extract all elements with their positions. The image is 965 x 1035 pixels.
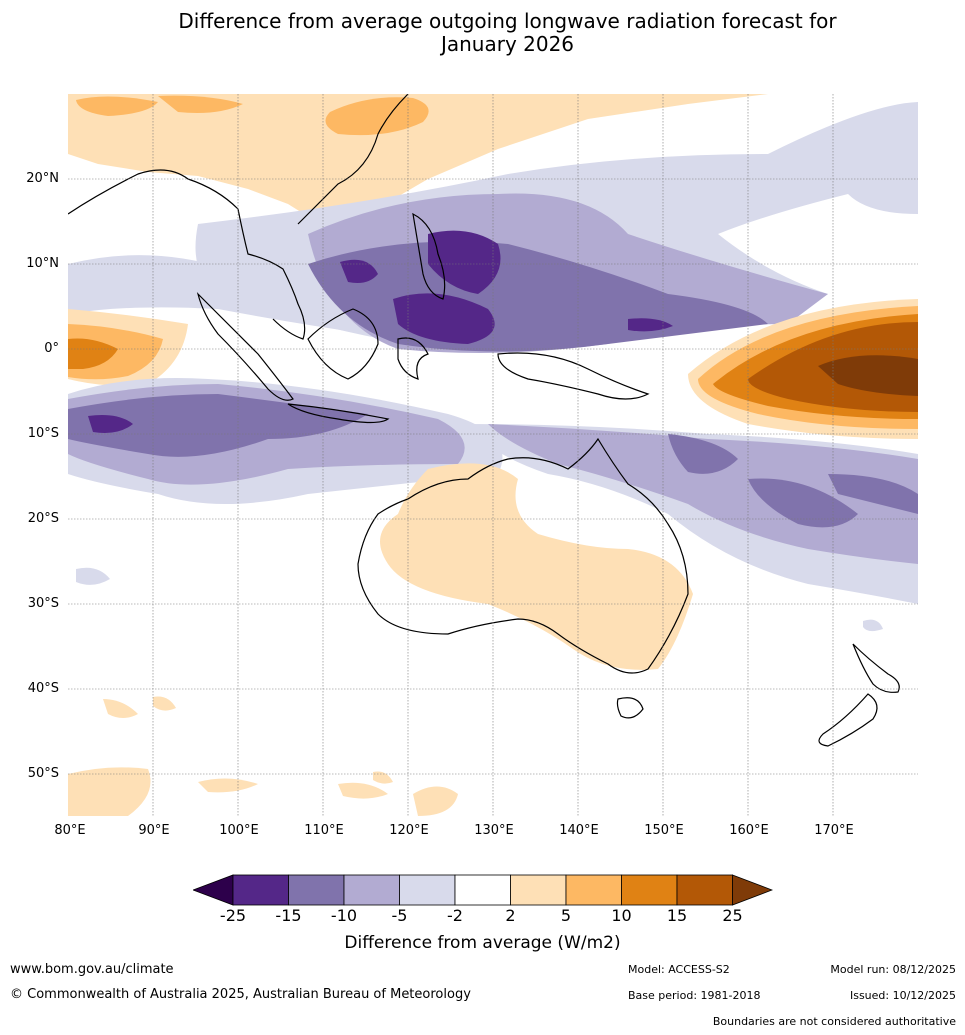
colorbar-tick-label: 5 <box>560 906 572 925</box>
anomaly-pos-2-5-south-6 <box>373 771 393 784</box>
lon-label-90e: 90°E <box>138 823 170 838</box>
lat-label-20n: 20°N <box>26 171 59 186</box>
anomaly-pos-2-5-south-1 <box>103 699 138 718</box>
anomaly-pos-2-5-south-4 <box>198 778 258 793</box>
anomaly-pos-2-5-south-5 <box>338 782 388 799</box>
lon-label-160e: 160°E <box>729 823 769 838</box>
anomaly-neg-10-15-coral-sea <box>668 434 738 474</box>
lat-label-10n: 10°N <box>26 256 59 271</box>
boundary-disclaimer: Boundaries are not considered authoritat… <box>712 1015 956 1028</box>
model-name: Model: ACCESS-S2 <box>628 963 730 976</box>
coastline-new-guinea <box>497 352 650 400</box>
coastline-tasmania <box>616 697 644 719</box>
lon-label-150e: 150°E <box>644 823 684 838</box>
coastline-philippines <box>412 212 446 300</box>
colorbar-extend-high <box>732 874 773 906</box>
coastline-sulawesi <box>397 337 429 380</box>
anomaly-neg-2-5-south-1 <box>76 567 110 585</box>
coastline-java <box>287 403 390 424</box>
lat-label-30s: 30°S <box>27 596 59 611</box>
bom-url-link[interactable]: www.bom.gov.au/climate <box>10 962 174 977</box>
anomaly-pos-5-10-tibet <box>158 95 243 113</box>
lat-label-10s: 10°S <box>27 426 59 441</box>
colorbar-tick-label: -2 <box>447 906 463 925</box>
model-run-date: Model run: 08/12/2025 <box>830 963 956 976</box>
anomaly-pos-2-5-asia <box>68 94 768 229</box>
olr-anomaly-map <box>68 94 918 816</box>
colorbar-swatch-6 <box>510 874 567 906</box>
lon-label-100e: 100°E <box>219 823 259 838</box>
lon-label-170e: 170°E <box>814 823 854 838</box>
lat-label-20s: 20°S <box>27 511 59 526</box>
title-line-1: Difference from average outgoing longwav… <box>178 9 837 33</box>
lat-label-0: 0° <box>44 341 59 356</box>
lat-label-40s: 40°S <box>27 681 59 696</box>
anomaly-neg-2-5-south-2 <box>863 619 883 632</box>
map-title: Difference from average outgoing longwav… <box>0 10 965 56</box>
anomaly-neg-15-25-south-indian <box>88 415 133 433</box>
colorbar-swatch-4 <box>399 874 456 906</box>
anomaly-neg-15-25-celebes <box>393 293 495 344</box>
anomaly-neg-15-25-philippines <box>428 230 501 294</box>
colorbar-swatch-9 <box>676 874 733 906</box>
anomaly-pos-2-5-south-2 <box>153 696 176 711</box>
colorbar-swatch-7 <box>565 874 622 906</box>
colorbar-tick-label: 10 <box>611 906 632 925</box>
lon-label-80e: 80°E <box>54 823 86 838</box>
colorbar-swatch-8 <box>621 874 678 906</box>
lon-label-130e: 130°E <box>474 823 514 838</box>
coastline-nz-south <box>818 693 878 747</box>
colorbar-swatch-1 <box>232 874 289 906</box>
anomaly-neg-15-25-pacific-small <box>628 318 673 332</box>
anomaly-pos-5-10-china <box>325 97 429 136</box>
anomaly-pos-2-5-south-7 <box>413 786 458 816</box>
anomaly-neg-15-25-andaman <box>340 259 378 283</box>
copyright-notice: © Commonwealth of Australia 2025, Austra… <box>10 987 471 1002</box>
coastline-asia-mainland <box>68 94 409 340</box>
colorbar-swatch-2 <box>288 874 345 906</box>
colorbar-extend-low <box>193 874 234 906</box>
anomaly-neg-5-10-coral-sea <box>488 424 918 564</box>
colorbar-tick-label: -15 <box>275 906 302 925</box>
coastlines <box>68 94 900 747</box>
coastline-sumatra <box>196 292 294 401</box>
colorbar-tick-label: 25 <box>722 906 743 925</box>
map-panel <box>68 94 918 816</box>
colorbar-tick-label: 2 <box>505 906 516 925</box>
anomaly-pos-10-15-indian-eq <box>68 338 118 369</box>
colorbar-tick-label: 15 <box>666 906 688 925</box>
base-period: Base period: 1981-2018 <box>628 989 761 1002</box>
colorbar-swatch-5 <box>454 874 511 906</box>
anomaly-pos-2-5-australia <box>380 463 693 670</box>
anomaly-pos-over-25-south-pacific <box>818 355 918 396</box>
anomaly-neg-2-5-indian <box>68 255 388 334</box>
title-line-2: January 2026 <box>440 32 575 56</box>
colorbar-tick-label: -5 <box>391 906 408 925</box>
anomaly-neg-10-15-south-indian <box>68 394 368 457</box>
coastline-nz-north <box>852 643 900 693</box>
colorbar-tick-label: -25 <box>219 906 247 925</box>
lat-label-50s: 50°S <box>27 766 59 781</box>
lon-label-110e: 110°E <box>304 823 344 838</box>
anomaly-neg-10-15-tasman <box>748 478 858 528</box>
anomaly-neg-10-15-east <box>828 474 918 514</box>
coastline-borneo <box>307 308 379 380</box>
colorbar-swatch-3 <box>343 874 400 906</box>
lon-label-120e: 120°E <box>389 823 429 838</box>
colorbar-tick-label: -10 <box>330 906 358 925</box>
anomaly-pos-5-10-himalaya <box>76 96 158 116</box>
lon-label-140e: 140°E <box>559 823 599 838</box>
colorbar-title: Difference from average (W/m2) <box>344 933 621 953</box>
graticule <box>68 94 918 816</box>
issued-date: Issued: 10/12/2025 <box>849 989 956 1002</box>
anomaly-pos-2-5-south-3 <box>68 767 151 816</box>
coastline-australia <box>357 437 689 674</box>
colorbar <box>193 874 773 906</box>
